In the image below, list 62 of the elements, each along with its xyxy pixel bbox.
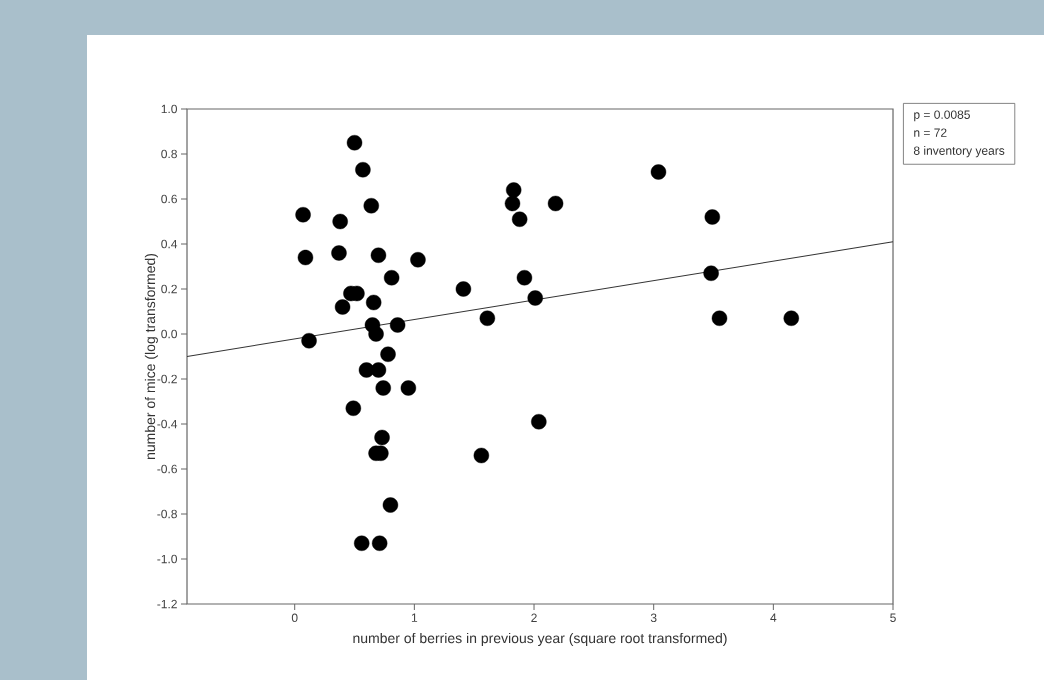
point bbox=[371, 535, 388, 551]
point bbox=[473, 447, 490, 464]
y-tick-label: 0.6 bbox=[161, 194, 177, 204]
point bbox=[382, 497, 399, 513]
point bbox=[332, 213, 348, 230]
y-tick-label: 0.0 bbox=[161, 329, 178, 339]
x-tick-label: 3 bbox=[650, 613, 657, 623]
y-tick-label: 1.0 bbox=[161, 104, 178, 114]
y-tick-label: -1.0 bbox=[157, 554, 178, 564]
text: 8 inventory years bbox=[913, 146, 1005, 158]
point bbox=[504, 195, 521, 212]
y-axis-title: number of mice (log transformed) bbox=[144, 253, 158, 460]
y-tick-label: 0.2 bbox=[161, 284, 177, 294]
point bbox=[354, 535, 370, 551]
point bbox=[389, 317, 406, 333]
point bbox=[547, 195, 564, 212]
y-tick-label: -0.4 bbox=[157, 419, 178, 429]
text: n = 72 bbox=[914, 128, 947, 137]
point bbox=[479, 310, 496, 326]
x-tick-label: 5 bbox=[890, 613, 896, 622]
point bbox=[511, 211, 528, 227]
point bbox=[368, 326, 384, 342]
point bbox=[383, 270, 400, 286]
point bbox=[345, 400, 362, 416]
point bbox=[516, 270, 533, 286]
point bbox=[703, 265, 719, 281]
point bbox=[410, 252, 426, 268]
y-tick-label: -0.8 bbox=[157, 509, 177, 519]
y-tick-label: -0.2 bbox=[157, 374, 177, 384]
point bbox=[380, 346, 396, 362]
x-tick-label: 0 bbox=[291, 613, 298, 623]
point bbox=[365, 294, 382, 311]
point bbox=[527, 290, 543, 306]
point bbox=[783, 310, 799, 326]
point bbox=[455, 281, 472, 297]
y-tick-label: -1.2 bbox=[157, 599, 177, 609]
point bbox=[295, 207, 311, 223]
point bbox=[375, 380, 391, 396]
x-tick-label: 1 bbox=[411, 613, 418, 622]
text: p = 0.0085 bbox=[914, 110, 970, 122]
y-tick-label: 0.4 bbox=[161, 239, 178, 249]
point bbox=[505, 182, 522, 198]
point bbox=[650, 164, 667, 180]
point bbox=[370, 362, 387, 378]
point bbox=[374, 429, 390, 446]
x-tick-label: 2 bbox=[531, 613, 537, 622]
point bbox=[297, 249, 314, 266]
point bbox=[363, 198, 379, 214]
point bbox=[531, 414, 547, 430]
point bbox=[400, 380, 417, 396]
point bbox=[301, 333, 317, 349]
y-tick-label: -0.6 bbox=[157, 464, 177, 474]
y-tick-label: 0.8 bbox=[161, 149, 177, 159]
point bbox=[355, 162, 371, 178]
point bbox=[334, 299, 351, 315]
x-axis-title: number of berries in previous year (square root transformed) bbox=[353, 632, 727, 646]
point bbox=[370, 247, 387, 263]
point bbox=[331, 245, 347, 261]
point bbox=[711, 310, 728, 326]
point bbox=[704, 209, 721, 225]
point bbox=[346, 135, 363, 151]
x-tick-label: 4 bbox=[770, 613, 777, 622]
